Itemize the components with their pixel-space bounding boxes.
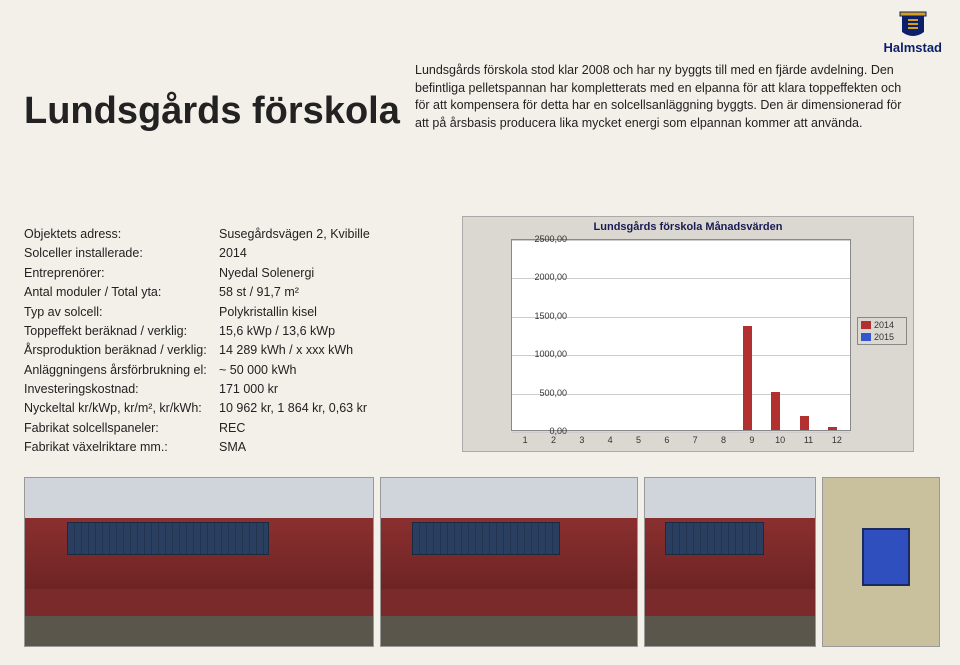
x-axis-label: 11 [804,435,813,445]
spec-value: Susegårdsvägen 2, Kvibille [219,225,370,244]
chart-legend: 2014 2015 [857,317,907,345]
spec-label: Fabrikat växelriktare mm.: [24,438,219,457]
spec-row: Entreprenörer:Nyedal Solenergi [24,264,370,283]
legend-item: 2015 [858,331,906,343]
spec-row: Fabrikat solcellspaneler:REC [24,419,370,438]
spec-value: Nyedal Solenergi [219,264,314,283]
y-axis-label: 500,00 [539,388,567,398]
spec-row: Antal moduler / Total yta:58 st / 91,7 m… [24,283,370,302]
bar [743,326,752,430]
spec-row: Anläggningens årsförbrukning el: ~ 50 00… [24,361,370,380]
spec-label: Anläggningens årsförbrukning el: [24,361,219,380]
spec-row: Solceller installerade:2014 [24,244,370,263]
logo-text: Halmstad [883,40,942,55]
x-axis-label: 10 [775,435,785,445]
spec-row: Nyckeltal kr/kWp, kr/m², kr/kWh:10 962 k… [24,399,370,418]
photo [822,477,940,647]
legend-swatch [861,321,871,329]
x-axis-label: 3 [579,435,584,445]
bar [800,416,809,430]
spec-value: 2014 [219,244,247,263]
spec-value: ~ 50 000 kWh [219,361,296,380]
y-axis-label: 2000,00 [534,272,567,282]
y-axis-label: 1000,00 [534,349,567,359]
spec-row: Toppeffekt beräknad / verklig:15,6 kWp /… [24,322,370,341]
intro-paragraph: Lundsgårds förskola stod klar 2008 och h… [415,62,905,132]
x-axis-label: 1 [523,435,528,445]
monthly-chart: Lundsgårds förskola Månadsvärden 2014201… [462,216,914,452]
spec-row: Fabrikat växelriktare mm.:SMA [24,438,370,457]
spec-value: SMA [219,438,246,457]
spec-label: Typ av solcell: [24,303,219,322]
x-axis-label: 8 [721,435,726,445]
spec-label: Objektets adress: [24,225,219,244]
chart-title: Lundsgårds förskola Månadsvärden [463,217,913,235]
photo-row [24,477,940,647]
bar [828,427,837,430]
spec-value: 171 000 kr [219,380,278,399]
spec-row: Investeringskostnad:171 000 kr [24,380,370,399]
spec-label: Investeringskostnad: [24,380,219,399]
x-axis-label: 5 [636,435,641,445]
spec-value: 14 289 kWh / x xxx kWh [219,341,353,360]
legend-item: 2014 [858,319,906,331]
photo [24,477,374,647]
spec-label: Toppeffekt beräknad / verklig: [24,322,219,341]
legend-swatch [861,333,871,341]
spec-label: Entreprenörer: [24,264,219,283]
spec-label: Antal moduler / Total yta: [24,283,219,302]
spec-label: Nyckeltal kr/kWp, kr/m², kr/kWh: [24,399,219,418]
photo [380,477,638,647]
spec-value: Polykristallin kisel [219,303,317,322]
municipality-logo: Halmstad [883,10,942,55]
photo [644,477,816,647]
spec-value: 58 st / 91,7 m² [219,283,299,302]
legend-label: 2015 [874,332,894,342]
spec-value: 10 962 kr, 1 864 kr, 0,63 kr [219,399,367,418]
spec-label: Solceller installerade: [24,244,219,263]
bar [771,392,780,430]
spec-row: Objektets adress:Susegårdsvägen 2, Kvibi… [24,225,370,244]
spec-label: Fabrikat solcellspaneler: [24,419,219,438]
spec-label: Årsproduktion beräknad / verklig: [24,341,219,360]
x-axis-label: 7 [693,435,698,445]
x-axis-label: 4 [608,435,613,445]
spec-row: Typ av solcell:Polykristallin kisel [24,303,370,322]
spec-value: 15,6 kWp / 13,6 kWp [219,322,335,341]
spec-table: Objektets adress:Susegårdsvägen 2, Kvibi… [24,225,370,458]
x-axis-label: 9 [749,435,754,445]
spec-row: Årsproduktion beräknad / verklig:14 289 … [24,341,370,360]
plot-area [511,239,851,431]
x-axis-label: 2 [551,435,556,445]
x-axis-label: 6 [664,435,669,445]
x-axis-label: 12 [832,435,842,445]
y-axis-label: 1500,00 [534,311,567,321]
legend-label: 2014 [874,320,894,330]
spec-value: REC [219,419,245,438]
page-title: Lundsgårds förskola [24,90,400,133]
y-axis-label: 2500,00 [534,234,567,244]
